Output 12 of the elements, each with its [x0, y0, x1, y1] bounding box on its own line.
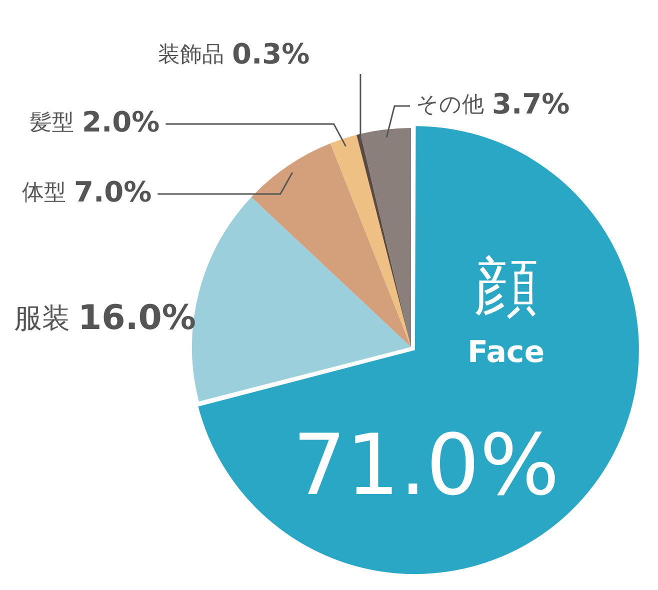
slice-label: 髪型: [30, 110, 74, 136]
slice-label: 体型: [22, 180, 66, 206]
data-label: 0.3%: [232, 37, 310, 70]
slice-label: 装飾品: [158, 42, 224, 68]
data-label: 2.0%: [82, 105, 160, 138]
data-label: 16.0%: [78, 298, 196, 338]
slice-label: その他: [416, 92, 484, 118]
data-label: 7.0%: [74, 175, 152, 208]
slice-label: 顔 Face: [467, 250, 545, 370]
data-label: 71.0%: [292, 416, 560, 514]
slice-label: 服装: [14, 301, 70, 334]
data-label: 3.7%: [492, 87, 570, 120]
